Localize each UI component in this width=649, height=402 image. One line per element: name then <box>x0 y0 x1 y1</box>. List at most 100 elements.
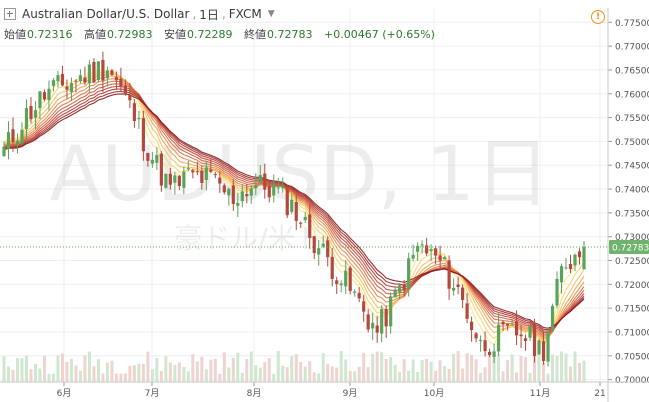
candle-body <box>51 80 56 86</box>
last-price-badge <box>609 240 649 255</box>
volume-bar <box>335 367 339 382</box>
volume-bar <box>263 362 267 382</box>
x-tick-label: 11月 <box>530 388 550 399</box>
volume-bar <box>33 364 37 382</box>
candle-body <box>263 173 267 190</box>
candles <box>2 51 586 367</box>
volume-bar <box>87 351 91 382</box>
candle-body <box>452 287 456 291</box>
volume-bar <box>546 373 550 382</box>
candle-body <box>438 255 442 261</box>
volume-bar <box>146 351 150 382</box>
candle-body <box>371 322 375 329</box>
open-label: 始値 <box>4 28 26 41</box>
candle-body <box>186 167 190 169</box>
volume-bar <box>105 362 109 382</box>
candle-body <box>42 92 47 100</box>
volume-bar <box>447 368 451 382</box>
candle-body <box>573 254 577 266</box>
candle-body <box>339 283 343 286</box>
volume-bar <box>213 358 217 382</box>
candle-body <box>299 222 303 224</box>
volume-bar <box>78 370 82 382</box>
candle-body <box>182 171 186 188</box>
compare-add-icon[interactable] <box>4 8 16 20</box>
candle-body <box>519 334 523 337</box>
volume-bar <box>474 359 478 382</box>
candle-body <box>559 266 564 283</box>
volume-bar <box>470 354 474 382</box>
candle-body <box>195 171 199 173</box>
volume-bar <box>560 351 564 382</box>
candle-body <box>177 176 181 187</box>
candle-body <box>294 202 298 221</box>
candle-body <box>514 321 519 336</box>
candle-body <box>155 154 159 163</box>
volume-bar <box>74 365 78 382</box>
volume-bar <box>254 365 258 382</box>
y-tick-label: 0.73000 <box>615 233 649 243</box>
volume-bar <box>411 359 415 382</box>
candle-body <box>47 88 51 101</box>
volume-bar <box>245 359 249 382</box>
candle-body <box>425 245 429 254</box>
exchange: FXCM <box>228 7 262 21</box>
volume-bar <box>452 353 456 382</box>
candle-body <box>168 173 172 185</box>
volume-bar <box>344 359 348 382</box>
volume-bar <box>96 359 100 382</box>
candle-body <box>173 175 177 183</box>
y-tick-label: 0.71000 <box>615 328 649 338</box>
candle-body <box>83 77 87 83</box>
candle-body <box>87 64 92 84</box>
ma-line <box>3 93 585 329</box>
volume-bar <box>573 351 577 382</box>
candle-body <box>532 323 537 357</box>
candle-body <box>366 314 370 330</box>
volume-bar <box>69 358 73 382</box>
candle-body <box>191 170 195 173</box>
ma-line <box>3 70 585 345</box>
x-tick-label: 10月 <box>424 388 444 399</box>
candle-body <box>227 188 231 196</box>
volume-bar <box>510 354 514 382</box>
alert-icon[interactable]: ! <box>591 10 605 24</box>
volume-bar <box>348 370 352 382</box>
interval: 1日 <box>199 7 219 22</box>
candle-body <box>469 321 474 331</box>
volume-bar <box>366 367 370 382</box>
candle-body <box>69 83 74 92</box>
candle-body <box>2 146 6 157</box>
candle-body <box>29 106 33 120</box>
candle-body <box>411 254 415 259</box>
volume-bar <box>317 373 321 382</box>
volume-bar <box>123 373 127 382</box>
y-tick-label: 0.76000 <box>615 90 649 100</box>
volume-bar <box>177 362 181 382</box>
candle-body <box>20 129 24 144</box>
candle-body <box>24 108 29 130</box>
candle-body <box>492 351 496 357</box>
candle-body <box>200 170 204 183</box>
last-price-label: 0.72783 <box>612 244 649 254</box>
open-value: 0.72316 <box>27 28 73 41</box>
candle-body <box>398 285 402 292</box>
candle-body <box>141 118 145 152</box>
candle-body <box>402 284 406 291</box>
volume-bar <box>231 357 235 382</box>
y-tick-label: 0.76500 <box>615 66 649 76</box>
volume-bar <box>465 353 469 382</box>
ma-line <box>3 88 585 332</box>
symbol-header[interactable]: Australian Dollar/U.S. Dollar , 1日 , FXC… <box>4 6 275 22</box>
candle-body <box>11 129 15 143</box>
candle-body <box>474 333 478 339</box>
volume-bar <box>389 357 393 382</box>
volume-bar <box>380 352 384 382</box>
change-value: +0.00467 (+0.65%) <box>324 28 435 41</box>
candle-body <box>429 249 433 252</box>
volume-bar <box>371 353 375 382</box>
chevron-down-icon[interactable]: ▼ <box>267 9 275 19</box>
candle-body <box>249 188 253 196</box>
watermark-name: 豪ドル/米ドル <box>174 222 351 255</box>
